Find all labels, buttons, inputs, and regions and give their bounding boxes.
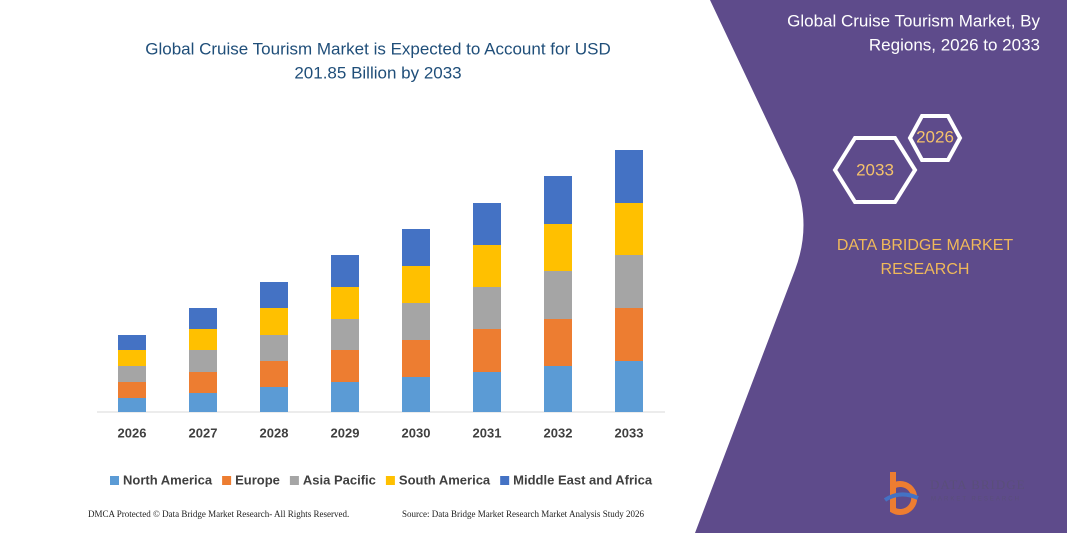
bar-segment xyxy=(544,319,572,366)
bar-segment xyxy=(331,350,359,382)
legend-label: Middle East and Africa xyxy=(513,472,653,487)
bar-segment xyxy=(260,387,288,412)
hexagon-label: 2026 xyxy=(916,127,954,146)
bar-segment xyxy=(402,377,430,412)
x-tick-label: 2028 xyxy=(260,425,289,440)
bar-segment xyxy=(402,303,430,340)
bar-segment xyxy=(331,319,359,350)
legend-swatch xyxy=(110,476,119,485)
bar-segment xyxy=(402,340,430,377)
x-tick-label: 2032 xyxy=(544,425,573,440)
logo: DATA BRIDGE MARKET RESEARCH xyxy=(883,472,1026,515)
logo-text: DATA BRIDGE xyxy=(930,477,1026,492)
logo-icon xyxy=(883,492,919,502)
x-tick-label: 2033 xyxy=(615,425,644,440)
bar-segment xyxy=(473,287,501,329)
bar-segment xyxy=(544,176,572,224)
bar-segment xyxy=(260,308,288,335)
x-tick-label: 2029 xyxy=(331,425,360,440)
bar-segment xyxy=(402,266,430,303)
legend-swatch xyxy=(385,476,395,485)
x-tick-label: 2031 xyxy=(473,425,502,440)
hexagon xyxy=(832,136,918,204)
bar-segment xyxy=(118,335,146,350)
x-tick-label: 2026 xyxy=(118,425,147,440)
x-tick-label: 2027 xyxy=(189,425,218,440)
bar-segment xyxy=(189,393,217,412)
bar-segment xyxy=(118,382,146,398)
footer-text: Source: Data Bridge Market Research Mark… xyxy=(402,509,644,519)
bar-segment xyxy=(260,282,288,308)
bar-segment xyxy=(473,245,501,287)
chart-title: 201.85 Billion by 2033 xyxy=(294,63,461,82)
panel-title: Global Cruise Tourism Market, By xyxy=(787,11,1040,30)
bar-segment xyxy=(189,372,217,393)
legend-swatch xyxy=(289,476,299,485)
bar-segment xyxy=(331,255,359,287)
x-tick-label: 2030 xyxy=(402,425,431,440)
side-panel xyxy=(695,0,1067,533)
bar-segment xyxy=(615,203,643,255)
hexagon-label: 2033 xyxy=(856,160,894,179)
bar-segment xyxy=(189,329,217,350)
bar-segment xyxy=(615,361,643,412)
bar-segment xyxy=(473,329,501,372)
bar-segment xyxy=(260,335,288,361)
bar-segment xyxy=(544,224,572,271)
bar-segment xyxy=(544,366,572,412)
bar-segment xyxy=(189,308,217,329)
hexagon xyxy=(907,114,963,162)
footer-text: DMCA Protected © Data Bridge Market Rese… xyxy=(88,509,349,519)
bar-segment xyxy=(189,350,217,372)
legend-swatch xyxy=(500,476,510,485)
bar-segment xyxy=(473,203,501,245)
bar-segment xyxy=(615,308,643,361)
logo-icon xyxy=(890,472,918,515)
bar-segment xyxy=(544,271,572,319)
bar-segment xyxy=(615,150,643,203)
legend-label: South America xyxy=(399,472,491,487)
bar-segment xyxy=(615,255,643,308)
legend-label: Asia Pacific xyxy=(303,472,376,487)
bar-segment xyxy=(331,287,359,319)
brand-text: DATA BRIDGE MARKET xyxy=(837,237,1014,254)
bar-segment xyxy=(260,361,288,387)
bar-segment xyxy=(402,229,430,266)
legend-label: North America xyxy=(123,472,213,487)
bar-segment xyxy=(118,366,146,382)
chart-title: Global Cruise Tourism Market is Expected… xyxy=(145,39,610,58)
logo-text: MARKET RESEARCH xyxy=(931,497,1021,503)
brand-text: RESEARCH xyxy=(881,261,970,278)
panel-title: Regions, 2026 to 2033 xyxy=(869,35,1040,54)
legend-swatch xyxy=(222,476,232,485)
bar-segment xyxy=(331,382,359,412)
legend-label: Europe xyxy=(235,472,280,487)
bar-segment xyxy=(118,398,146,412)
bar-segment xyxy=(473,372,501,412)
bar-segment xyxy=(118,350,146,366)
